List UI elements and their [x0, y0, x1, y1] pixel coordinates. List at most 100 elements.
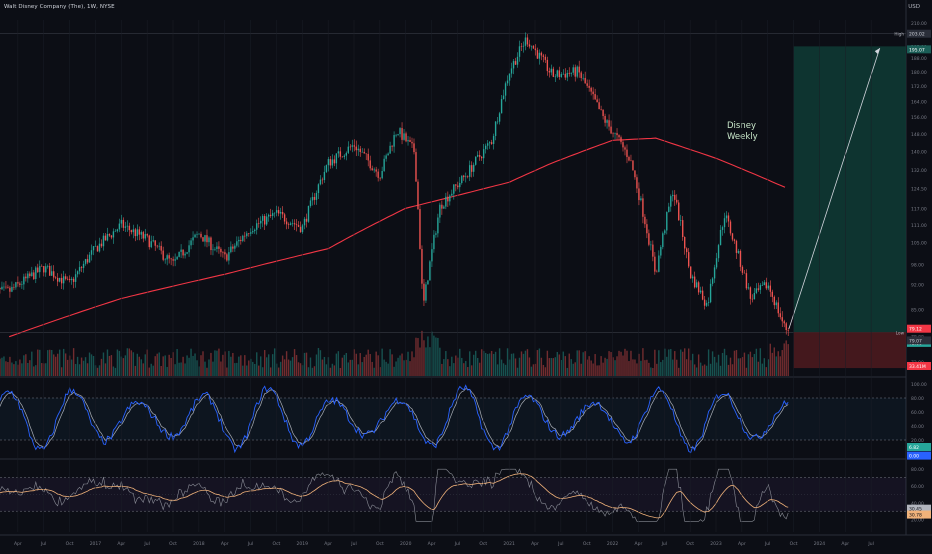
candle-body — [240, 239, 242, 241]
candle-body — [459, 183, 461, 188]
candle-body — [687, 252, 690, 267]
candle-body — [347, 146, 350, 153]
candle-body — [174, 259, 176, 261]
candle-body — [242, 235, 244, 241]
candle-body — [206, 235, 208, 243]
candle-body — [598, 102, 600, 110]
volume-bar — [385, 361, 387, 376]
volume-bar — [715, 362, 718, 376]
volume-bar — [421, 330, 423, 376]
volume-bar — [648, 362, 650, 376]
candle-body — [602, 109, 604, 117]
candle-body — [437, 217, 439, 234]
volume-bar — [759, 348, 762, 376]
candle-body — [514, 61, 517, 65]
candle-body — [216, 246, 218, 250]
time-tick-label: Oct — [583, 541, 591, 547]
candle-body — [409, 140, 411, 142]
volume-bar — [751, 357, 754, 376]
volume-bar — [252, 361, 254, 376]
volume-bar — [586, 359, 588, 376]
volume-bar — [289, 360, 292, 376]
price-tick-label: 172.00 — [911, 84, 927, 90]
volume-bar — [305, 352, 308, 376]
volume-bar — [307, 367, 310, 376]
time-tick-label: Oct — [479, 541, 487, 547]
candle-body — [341, 156, 344, 158]
candle-body — [606, 120, 608, 123]
volume-bar — [662, 359, 664, 376]
candle-body — [580, 72, 582, 79]
volume-bar — [132, 352, 135, 376]
volume-bar — [568, 353, 570, 376]
candle-body — [480, 156, 483, 159]
candle-body — [31, 272, 33, 277]
candle-body — [741, 266, 744, 273]
candle-body — [492, 135, 495, 144]
volume-bar — [345, 352, 348, 376]
candle-body — [84, 259, 87, 264]
volume-bar — [502, 363, 505, 376]
candle-body — [439, 204, 441, 218]
candle-body — [337, 151, 340, 154]
candle-body — [375, 169, 377, 172]
volume-bar — [731, 364, 734, 376]
volume-bar — [363, 356, 365, 376]
price-tick-label: 98.00 — [911, 262, 924, 268]
volume-bar — [415, 337, 417, 376]
candle-body — [86, 259, 89, 263]
candle-body — [763, 282, 766, 286]
volume-bar — [315, 354, 318, 376]
candle-body — [349, 146, 351, 148]
candle-body — [775, 302, 777, 306]
candle-body — [664, 230, 666, 234]
candle-body — [23, 276, 25, 285]
volume-bar — [387, 363, 389, 376]
candle-body — [433, 234, 435, 250]
volume-bar — [33, 366, 35, 376]
candle-body — [321, 179, 324, 181]
candle-body — [303, 218, 306, 226]
volume-bar — [747, 354, 750, 376]
candle-body — [51, 271, 53, 276]
volume-bar — [182, 356, 184, 376]
candle-body — [745, 273, 748, 289]
volume-bar — [548, 358, 551, 376]
candle-body — [317, 184, 320, 194]
volume-bar — [381, 348, 383, 376]
time-tick-label: Jul — [350, 541, 356, 547]
candle-body — [130, 230, 133, 233]
volume-bar — [230, 356, 232, 376]
candle-body — [689, 266, 692, 279]
symbol-title: Walt Disney Company (The), 1W, NYSE — [4, 4, 115, 10]
target-zone — [793, 46, 906, 333]
volume-bar — [271, 354, 274, 376]
candle-body — [150, 241, 152, 248]
stoch-badge2-bg — [907, 451, 931, 460]
volume-bar — [449, 366, 451, 376]
volume-bar — [672, 359, 674, 376]
candle-body — [351, 145, 353, 147]
volume-bar — [697, 354, 700, 376]
volume-bar — [248, 360, 250, 376]
volume-bar — [216, 350, 218, 376]
candle-body — [747, 287, 750, 289]
candle-body — [765, 282, 768, 289]
candle-body — [21, 284, 23, 285]
volume-bar — [646, 359, 648, 376]
candle-body — [713, 267, 716, 279]
volume-bar — [3, 356, 5, 376]
candle-body — [295, 224, 298, 226]
candle-body — [100, 243, 103, 247]
candle-body — [297, 225, 300, 227]
candle-body — [755, 288, 758, 293]
candle-body — [234, 245, 236, 249]
volume-bar — [695, 367, 698, 376]
volume-bar — [144, 354, 146, 376]
candle-body — [413, 143, 415, 153]
rsi-badge2-bg — [907, 510, 931, 519]
volume-bar — [494, 351, 497, 376]
volume-bar — [469, 351, 471, 376]
candle-body — [307, 206, 310, 222]
